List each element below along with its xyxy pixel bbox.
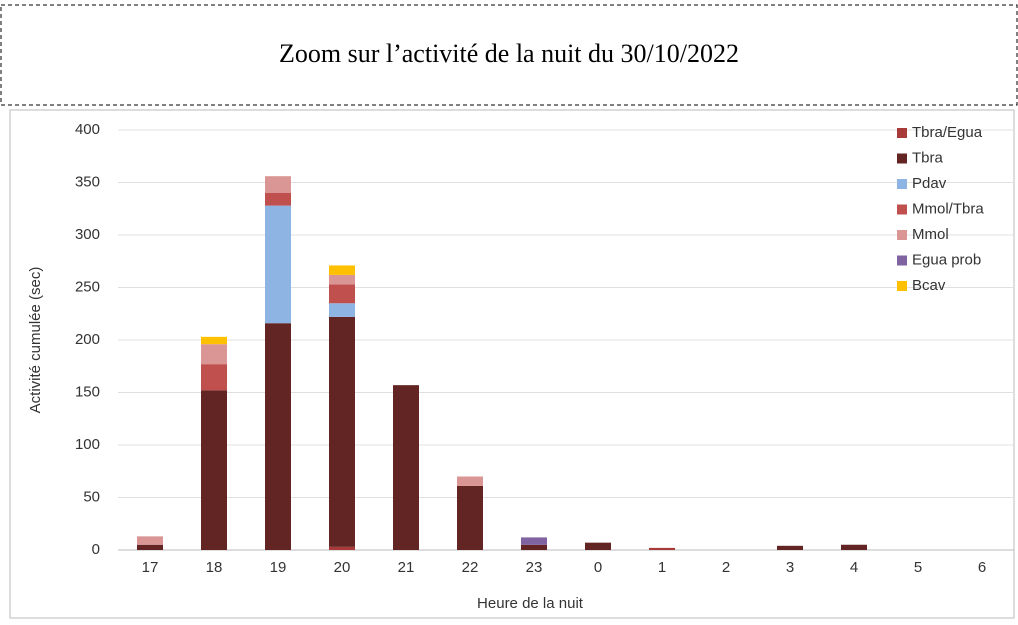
legend-swatch [897,255,907,266]
bar-segment [329,284,355,304]
bar-segment [329,546,355,550]
bar-segment [201,336,227,345]
y-axis-title: Activité cumulée (sec) [27,267,44,414]
legend-label: Tbra/Egua [912,124,983,141]
x-tick-label: 21 [398,559,415,576]
x-tick-label: 20 [334,559,351,576]
bar-segment [329,274,355,285]
bar-segment [137,536,163,545]
legend-label: Egua prob [912,251,981,268]
bar-segment [329,303,355,317]
y-tick-label: 300 [75,226,100,243]
bar-segment [201,364,227,391]
bar-segment [521,537,547,545]
x-tick-label: 1 [658,559,666,576]
bar-segment [841,544,867,550]
x-tick-label: 23 [526,559,543,576]
x-tick-label: 2 [722,559,730,576]
bar-segment [137,544,163,550]
x-tick-label: 17 [142,559,159,576]
x-tick-label: 22 [462,559,479,576]
bar-segment [265,205,291,324]
bar-segment [457,476,483,486]
bar-segment [265,176,291,193]
y-tick-label: 150 [75,383,100,400]
y-tick-label: 200 [75,331,100,348]
bar-segment [201,344,227,365]
bar-segment [329,316,355,547]
bar-segment [457,485,483,550]
bar-segment [649,547,675,550]
legend-label: Mmol [912,226,949,243]
x-tick-label: 0 [594,559,602,576]
legend-label: Mmol/Tbra [912,200,984,217]
chart-title: Zoom sur l’activité de la nuit du 30/10/… [279,39,739,68]
x-tick-label: 4 [850,559,858,576]
x-tick-label: 6 [978,559,986,576]
legend-swatch [897,153,907,164]
x-tick-label: 5 [914,559,922,576]
y-tick-label: 0 [92,541,100,558]
legend-swatch [897,281,907,291]
legend-swatch [897,230,907,240]
bar-segment [265,323,291,550]
bar-segment [521,544,547,550]
bar-segment [329,265,355,275]
bar-segment [585,542,611,550]
y-tick-label: 350 [75,173,100,190]
x-axis-title: Heure de la nuit [477,595,584,612]
chart-frame [9,109,1015,619]
y-tick-label: 100 [75,436,100,453]
bar-segment [777,545,803,550]
x-tick-label: 19 [270,559,287,576]
bar-segment [393,385,419,550]
legend-swatch [897,179,907,189]
bar-segment [201,390,227,550]
x-tick-label: 18 [206,559,223,576]
bar-segment [265,193,291,206]
x-tick-label: 3 [786,559,794,576]
legend-swatch [897,204,907,215]
y-tick-label: 50 [83,488,100,505]
title-box [0,4,1018,106]
y-tick-label: 250 [75,278,100,295]
legend-label: Bcav [912,277,946,294]
legend-swatch [897,128,907,138]
y-tick-label: 400 [75,121,100,138]
legend-label: Tbra [912,149,944,166]
legend-label: Pdav [912,175,947,192]
